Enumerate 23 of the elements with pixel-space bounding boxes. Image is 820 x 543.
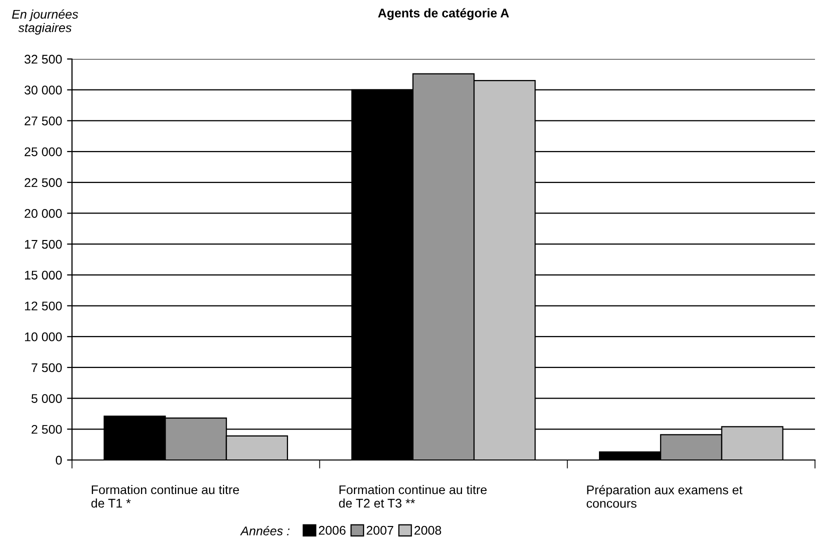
y-tick-label: 20 000 xyxy=(24,209,62,218)
legend-title: Années : xyxy=(240,526,290,536)
y-tick-label: 32 500 xyxy=(24,54,62,64)
x-tick-label: Formation continue au titre de T2 et T3 ** xyxy=(339,485,487,508)
y-tick-label: 12 500 xyxy=(25,302,62,310)
chart-title: Agents de catégorie A xyxy=(378,8,509,20)
y-tick-label: 17 500 xyxy=(25,240,62,249)
y-tick-label: 22 500 xyxy=(24,178,62,188)
y-axis-title: En journées stagiaires xyxy=(12,9,78,35)
y-tick-label: 0 xyxy=(56,456,62,465)
y-tick-label: 2 500 xyxy=(32,424,62,434)
y-tick-label: 25 000 xyxy=(24,147,62,156)
y-tick-label: 15 000 xyxy=(25,270,62,280)
y-tick-label: 30 000 xyxy=(24,86,62,94)
y-tick-label: 27 500 xyxy=(24,116,62,126)
legend-label: 2006 xyxy=(318,526,346,535)
y-tick-label: 7 500 xyxy=(32,363,62,372)
y-tick-label: 10 000 xyxy=(25,332,62,342)
legend-label: 2008 xyxy=(414,526,442,535)
x-tick-label: Formation continue au titre de T1 * xyxy=(91,485,239,508)
y-tick-label: 5 000 xyxy=(32,394,62,403)
x-tick-label: Préparation aux examens et concours xyxy=(586,485,742,508)
legend-label: 2007 xyxy=(366,526,394,535)
